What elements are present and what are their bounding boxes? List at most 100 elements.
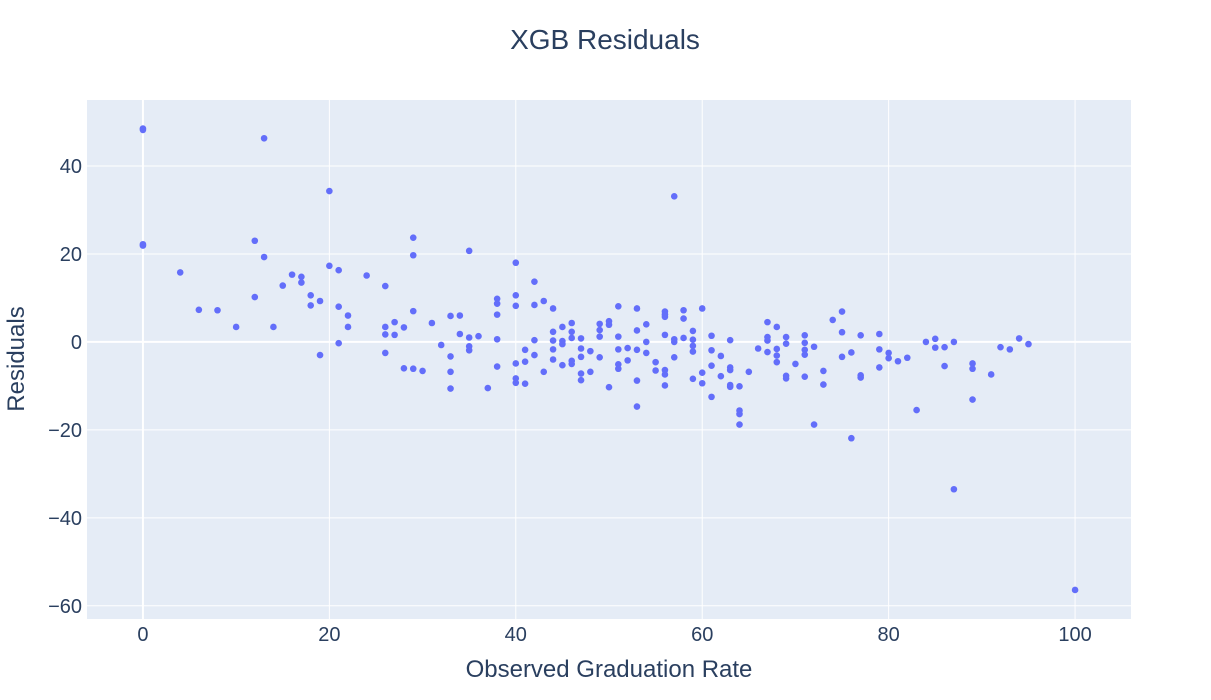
- data-point: [512, 379, 520, 387]
- data-point: [773, 358, 781, 366]
- data-point: [456, 312, 464, 319]
- data-point: [670, 354, 678, 361]
- data-point: [605, 321, 613, 329]
- chart-title: XGB Residuals: [510, 24, 700, 55]
- data-point: [270, 323, 277, 331]
- data-point: [531, 301, 538, 309]
- data-point: [447, 368, 454, 376]
- data-point: [876, 346, 883, 353]
- data-point: [1025, 340, 1032, 348]
- data-point: [1071, 586, 1079, 594]
- data-point: [447, 353, 454, 360]
- data-point: [540, 368, 548, 376]
- y-tick-labels: −60 −40 −20 0 20 40: [48, 156, 82, 618]
- y-tick-label: −60: [48, 596, 82, 618]
- data-point: [465, 346, 473, 354]
- data-point: [279, 282, 287, 289]
- data-point: [1015, 335, 1023, 342]
- data-point: [475, 332, 482, 340]
- data-point: [587, 368, 594, 376]
- data-point: [801, 339, 809, 347]
- data-point: [428, 319, 436, 327]
- data-point: [689, 336, 697, 344]
- data-point: [633, 403, 641, 410]
- data-point: [708, 393, 715, 401]
- data-point: [298, 273, 305, 281]
- data-point: [698, 305, 706, 312]
- data-point: [848, 349, 855, 356]
- data-point: [680, 306, 687, 314]
- data-point: [680, 334, 687, 342]
- data-point: [857, 374, 864, 381]
- data-point: [326, 262, 333, 270]
- data-point: [810, 421, 818, 428]
- data-points: [139, 125, 1079, 594]
- data-point: [260, 134, 268, 142]
- data-point: [987, 371, 995, 378]
- data-point: [820, 367, 827, 375]
- data-point: [577, 345, 585, 352]
- data-point: [447, 385, 454, 392]
- data-point: [409, 307, 417, 315]
- data-point: [652, 358, 659, 366]
- data-point: [698, 379, 706, 387]
- data-point: [661, 371, 669, 378]
- data-point: [493, 295, 501, 303]
- data-point: [894, 357, 902, 365]
- data-point: [409, 251, 417, 259]
- data-point: [736, 410, 743, 418]
- data-point: [559, 323, 566, 331]
- data-point: [642, 349, 650, 357]
- data-point: [689, 375, 697, 383]
- x-tick-label: 100: [1058, 624, 1091, 646]
- x-tick-label: 60: [691, 624, 713, 646]
- data-point: [596, 333, 603, 340]
- data-point: [326, 187, 333, 195]
- data-point: [624, 344, 631, 352]
- data-point: [885, 349, 892, 357]
- data-point: [512, 360, 520, 367]
- data-point: [801, 332, 809, 339]
- data-point: [577, 370, 585, 377]
- data-point: [633, 346, 641, 354]
- data-point: [624, 357, 631, 364]
- data-point: [437, 341, 445, 349]
- data-point: [521, 346, 529, 354]
- data-point: [298, 279, 305, 286]
- data-point: [903, 354, 911, 362]
- x-tick-label: 0: [137, 624, 148, 646]
- data-point: [670, 338, 678, 346]
- y-axis-title: Residuals: [3, 306, 30, 411]
- data-point: [214, 306, 221, 314]
- data-point: [559, 361, 566, 369]
- data-point: [344, 312, 352, 319]
- data-point: [642, 321, 650, 328]
- data-point: [792, 360, 799, 368]
- data-point: [335, 266, 342, 274]
- data-point: [493, 300, 501, 307]
- data-point: [801, 351, 809, 358]
- data-point: [465, 334, 473, 341]
- data-point: [773, 352, 781, 359]
- data-point: [726, 366, 734, 374]
- data-point: [848, 434, 855, 442]
- data-point: [764, 348, 771, 356]
- data-point: [857, 332, 864, 339]
- data-point: [521, 380, 529, 387]
- data-point: [549, 337, 557, 344]
- data-point: [447, 312, 454, 320]
- data-point: [708, 362, 715, 369]
- data-point: [139, 242, 147, 249]
- data-point: [941, 362, 948, 370]
- data-point: [568, 328, 576, 336]
- data-point: [568, 360, 576, 368]
- data-point: [745, 368, 753, 376]
- data-point: [596, 354, 603, 361]
- data-point: [419, 367, 426, 375]
- data-point: [838, 328, 846, 336]
- data-point: [381, 349, 389, 357]
- y-tick-label: 20: [60, 244, 82, 266]
- data-point: [764, 318, 771, 326]
- data-point: [521, 358, 529, 365]
